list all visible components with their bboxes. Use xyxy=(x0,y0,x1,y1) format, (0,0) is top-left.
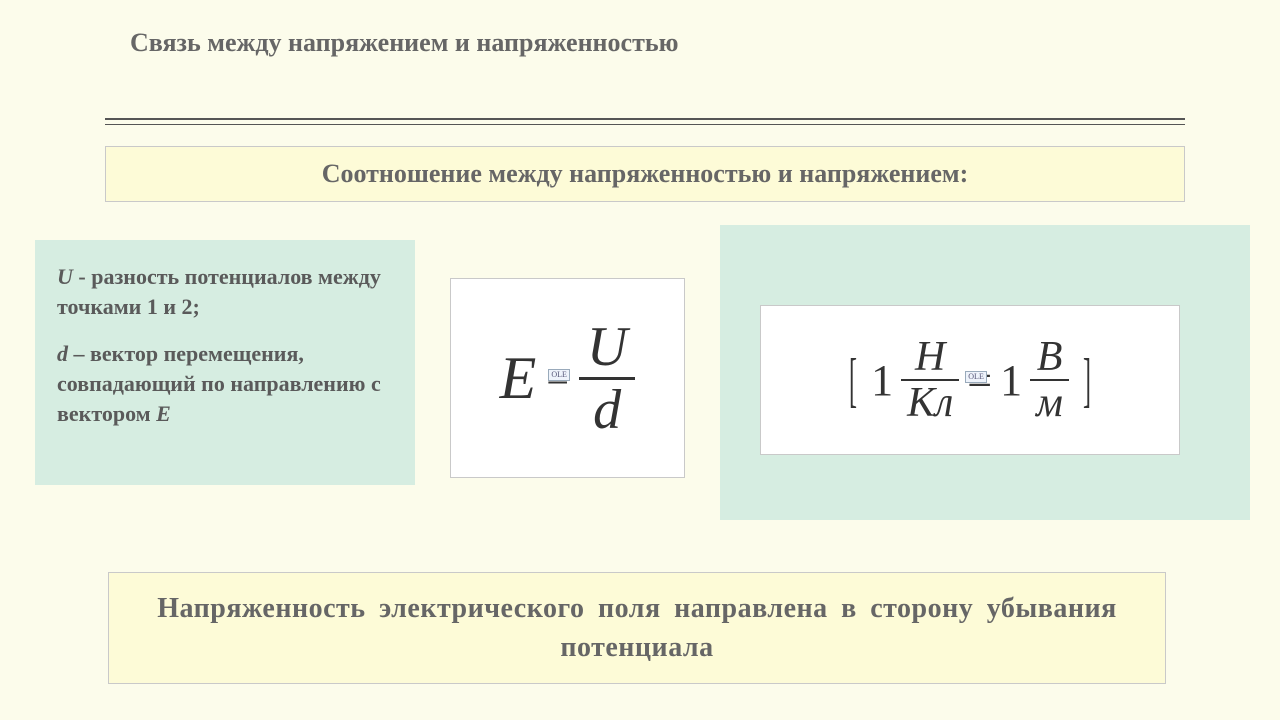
variable-E-ref: E xyxy=(156,401,171,426)
conclusion-banner: Напряженность электрического поля направ… xyxy=(108,572,1166,684)
right-bracket: ] xyxy=(1083,350,1091,410)
units-equals: = OLE xyxy=(967,355,992,406)
definition-d-text: – вектор перемещения, совпадающий по нап… xyxy=(57,341,381,425)
units-expression: [ 1 Н Кл = OLE 1 В м ] xyxy=(843,335,1097,425)
units-panel: [ 1 Н Кл = OLE 1 В м ] xyxy=(760,305,1180,455)
page-title: Связь между напряжением и напряженностью xyxy=(130,28,678,58)
units-den-Kl: Кл xyxy=(901,381,959,425)
divider-top xyxy=(105,118,1185,120)
units-frac-N-over-C: Н Кл xyxy=(901,335,959,425)
units-one-left: 1 xyxy=(871,355,893,406)
formula-lhs: E xyxy=(500,344,537,413)
units-num-V: В xyxy=(1031,335,1069,379)
left-bracket: [ xyxy=(849,350,857,410)
formula-denominator: d xyxy=(585,380,629,440)
units-num-N: Н xyxy=(909,335,951,379)
formula-numerator: U xyxy=(579,317,635,377)
variable-U: U xyxy=(57,264,73,289)
formula-panel: E = OLE U d xyxy=(450,278,685,478)
equals-sign: = OLE xyxy=(546,355,569,402)
formula-fraction: U d xyxy=(579,317,635,440)
slide: Связь между напряжением и напряженностью… xyxy=(0,0,1280,720)
definition-U-text: - разность потенциалов между точками 1 и… xyxy=(57,264,381,319)
ole-icon: OLE xyxy=(548,369,570,381)
variable-d: d xyxy=(57,341,68,366)
definitions-panel: U - разность потенциалов между точками 1… xyxy=(35,240,415,485)
formula-E-equals-U-over-d: E = OLE U d xyxy=(500,317,636,440)
units-frac-V-over-m: В м xyxy=(1030,335,1069,425)
units-one-right: 1 xyxy=(1000,355,1022,406)
ole-icon: OLE xyxy=(965,371,987,383)
subtitle-banner: Соотношение между напряженностью и напря… xyxy=(105,146,1185,202)
divider-top-thin xyxy=(105,124,1185,125)
units-den-m: м xyxy=(1030,381,1069,425)
